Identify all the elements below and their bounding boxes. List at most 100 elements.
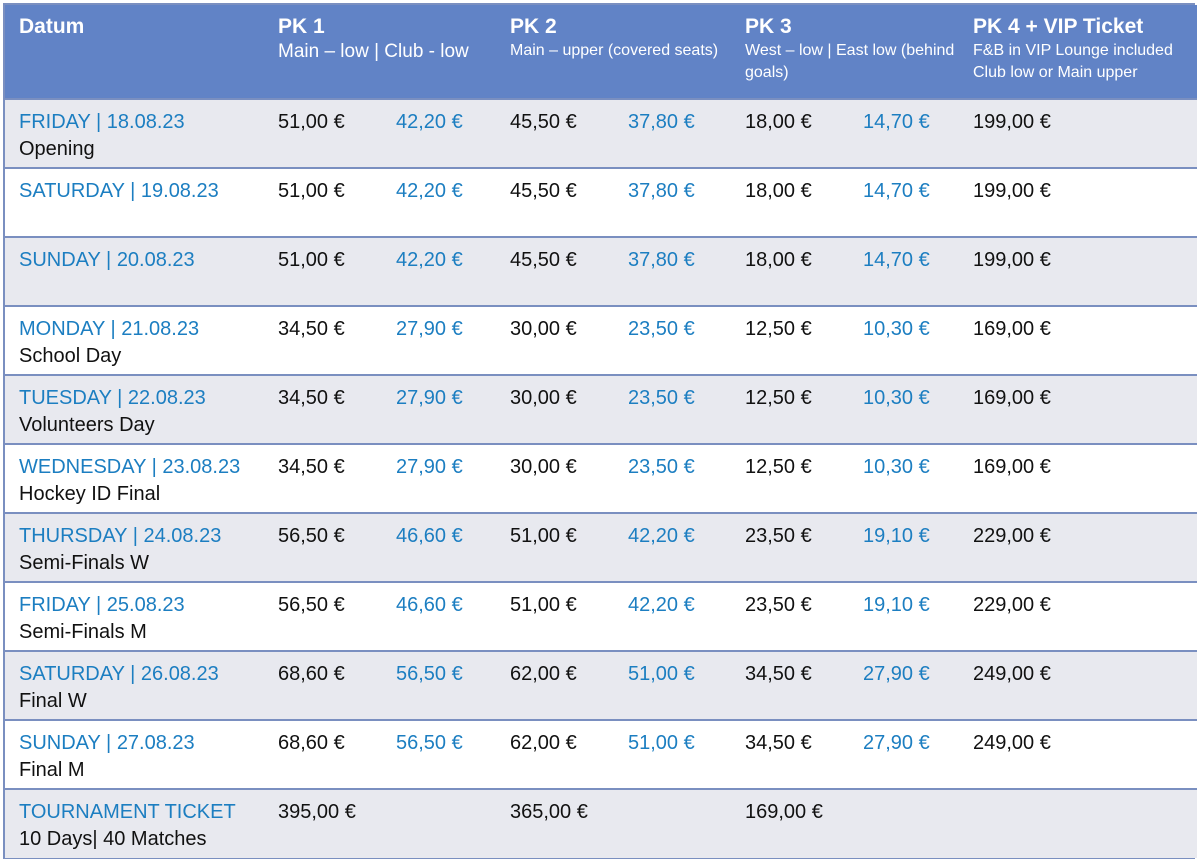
pk1-reduced-price: 46,60 €	[396, 525, 463, 547]
pk1-full-price: 51,00 €	[278, 111, 345, 133]
header-pk1: PK 1 Main – low | Club - low	[264, 5, 496, 99]
pk1-full-price: 56,50 €	[278, 525, 345, 547]
pk2-price-cell: 62,00 € 51,00 €	[496, 651, 731, 720]
pk1-full-price: 68,60 €	[278, 663, 345, 685]
pk1-price-cell: 68,60 € 56,50 €	[264, 651, 496, 720]
pk1-full-price: 395,00 €	[278, 801, 356, 823]
day-note: Final M	[19, 759, 85, 781]
date-cell: TUESDAY | 22.08.23 Volunteers Day	[5, 375, 264, 444]
pk2-price-cell: 62,00 € 51,00 €	[496, 720, 731, 789]
pk3-price-cell: 18,00 € 14,70 €	[731, 99, 959, 168]
table-row: SATURDAY | 19.08.23 51,00 € 42,20 € 45,50 €…	[5, 168, 1197, 237]
pk2-reduced-price: 37,80 €	[628, 180, 695, 202]
pk1-full-price: 56,50 €	[278, 594, 345, 616]
day-label: FRIDAY | 25.08.23	[19, 594, 185, 616]
pk2-full-price: 51,00 €	[510, 594, 577, 616]
pk3-price-cell: 23,50 € 19,10 €	[731, 513, 959, 582]
pk1-price-cell: 34,50 € 27,90 €	[264, 375, 496, 444]
pk1-reduced-price: 42,20 €	[396, 180, 463, 202]
pk4-price-cell: 169,00 €	[959, 375, 1197, 444]
pk4-price-cell: 249,00 €	[959, 651, 1197, 720]
pk4-price-cell: 229,00 €	[959, 582, 1197, 651]
pk2-reduced-price: 23,50 €	[628, 387, 695, 409]
pk3-full-price: 18,00 €	[745, 180, 812, 202]
pk4-price-cell: 169,00 €	[959, 444, 1197, 513]
header-pk3: PK 3 West – low | East low (behind goals…	[731, 5, 959, 99]
day-note: Semi-Finals M	[19, 621, 147, 643]
table-row: SATURDAY | 26.08.23 Final W 68,60 € 56,50 €…	[5, 651, 1197, 720]
date-cell: SUNDAY | 20.08.23	[5, 237, 264, 306]
pk3-reduced-price: 27,90 €	[863, 663, 930, 685]
pk4-price: 249,00 €	[973, 732, 1051, 754]
pk1-price-cell: 56,50 € 46,60 €	[264, 513, 496, 582]
pk1-reduced-price: 46,60 €	[396, 594, 463, 616]
pk3-reduced-price: 14,70 €	[863, 249, 930, 271]
pk4-price-cell: 199,00 €	[959, 168, 1197, 237]
pk4-price: 249,00 €	[973, 663, 1051, 685]
pk4-price-cell: 229,00 €	[959, 513, 1197, 582]
pk4-price-cell: 249,00 €	[959, 720, 1197, 789]
day-note: Final W	[19, 690, 87, 712]
pk1-price-cell: 51,00 € 42,20 €	[264, 237, 496, 306]
pk1-price-cell: 51,00 € 42,20 €	[264, 99, 496, 168]
pk1-reduced-price: 27,90 €	[396, 318, 463, 340]
pk3-full-price: 34,50 €	[745, 663, 812, 685]
table-row: FRIDAY | 18.08.23 Opening 51,00 € 42,20 € 45…	[5, 99, 1197, 168]
pk4-price: 199,00 €	[973, 180, 1051, 202]
pk3-reduced-price: 27,90 €	[863, 732, 930, 754]
day-note: 10 Days| 40 Matches	[19, 828, 207, 850]
pk3-price-cell: 12,50 € 10,30 €	[731, 306, 959, 375]
pk3-full-price: 12,50 €	[745, 456, 812, 478]
pk3-reduced-price: 19,10 €	[863, 594, 930, 616]
pk1-price-cell: 51,00 € 42,20 €	[264, 168, 496, 237]
pk2-price-cell: 30,00 € 23,50 €	[496, 375, 731, 444]
pk4-price: 169,00 €	[973, 387, 1051, 409]
header-pk2: PK 2 Main – upper (covered seats)	[496, 5, 731, 99]
pk2-reduced-price: 37,80 €	[628, 111, 695, 133]
pk3-price-cell: 18,00 € 14,70 €	[731, 237, 959, 306]
pk3-price-cell: 12,50 € 10,30 €	[731, 444, 959, 513]
day-note: Hockey ID Final	[19, 483, 161, 505]
pk3-reduced-price: 10,30 €	[863, 456, 930, 478]
day-note: School Day	[19, 345, 122, 367]
table-row: MONDAY | 21.08.23 School Day 34,50 € 27,90 …	[5, 306, 1197, 375]
pk2-full-price: 30,00 €	[510, 456, 577, 478]
pk2-full-price: 51,00 €	[510, 525, 577, 547]
day-note: Opening	[19, 138, 95, 160]
pk2-price-cell: 45,50 € 37,80 €	[496, 237, 731, 306]
pk1-full-price: 51,00 €	[278, 249, 345, 271]
table-row: TOURNAMENT TICKET 10 Days| 40 Matches 395,…	[5, 789, 1197, 858]
pk4-price-cell: 169,00 €	[959, 306, 1197, 375]
date-cell: SUNDAY | 27.08.23 Final M	[5, 720, 264, 789]
pk1-full-price: 68,60 €	[278, 732, 345, 754]
pk1-reduced-price: 42,20 €	[396, 111, 463, 133]
pk2-reduced-price: 37,80 €	[628, 249, 695, 271]
pk1-price-cell: 395,00 €	[264, 789, 496, 858]
pk2-reduced-price: 23,50 €	[628, 318, 695, 340]
pk3-full-price: 18,00 €	[745, 249, 812, 271]
pk2-price-cell: 30,00 € 23,50 €	[496, 306, 731, 375]
pk2-full-price: 62,00 €	[510, 663, 577, 685]
table-row: TUESDAY | 22.08.23 Volunteers Day 34,50 € 2…	[5, 375, 1197, 444]
day-note: Volunteers Day	[19, 414, 155, 436]
pk3-price-cell: 12,50 € 10,30 €	[731, 375, 959, 444]
day-note: Semi-Finals W	[19, 552, 150, 574]
day-label: MONDAY | 21.08.23	[19, 318, 200, 340]
pk3-full-price: 169,00 €	[745, 801, 823, 823]
day-label: SATURDAY | 19.08.23	[19, 180, 219, 202]
pk1-reduced-price: 42,20 €	[396, 249, 463, 271]
pk3-reduced-price: 19,10 €	[863, 525, 930, 547]
pk4-price: 199,00 €	[973, 111, 1051, 133]
date-cell: SATURDAY | 26.08.23 Final W	[5, 651, 264, 720]
pk4-price: 229,00 €	[973, 525, 1051, 547]
pk2-price-cell: 30,00 € 23,50 €	[496, 444, 731, 513]
header-datum: Datum	[5, 5, 264, 99]
day-label: THURSDAY | 24.08.23	[19, 525, 222, 547]
pk1-reduced-price: 27,90 €	[396, 456, 463, 478]
pk1-reduced-price: 56,50 €	[396, 663, 463, 685]
ticket-price-table: Datum PK 1 Main – low | Club - low PK 2 …	[5, 5, 1197, 858]
pk2-price-cell: 365,00 €	[496, 789, 731, 858]
pk3-price-cell: 34,50 € 27,90 €	[731, 651, 959, 720]
table-row: SUNDAY | 20.08.23 51,00 € 42,20 € 45,50 € 37…	[5, 237, 1197, 306]
pk1-price-cell: 34,50 € 27,90 €	[264, 306, 496, 375]
